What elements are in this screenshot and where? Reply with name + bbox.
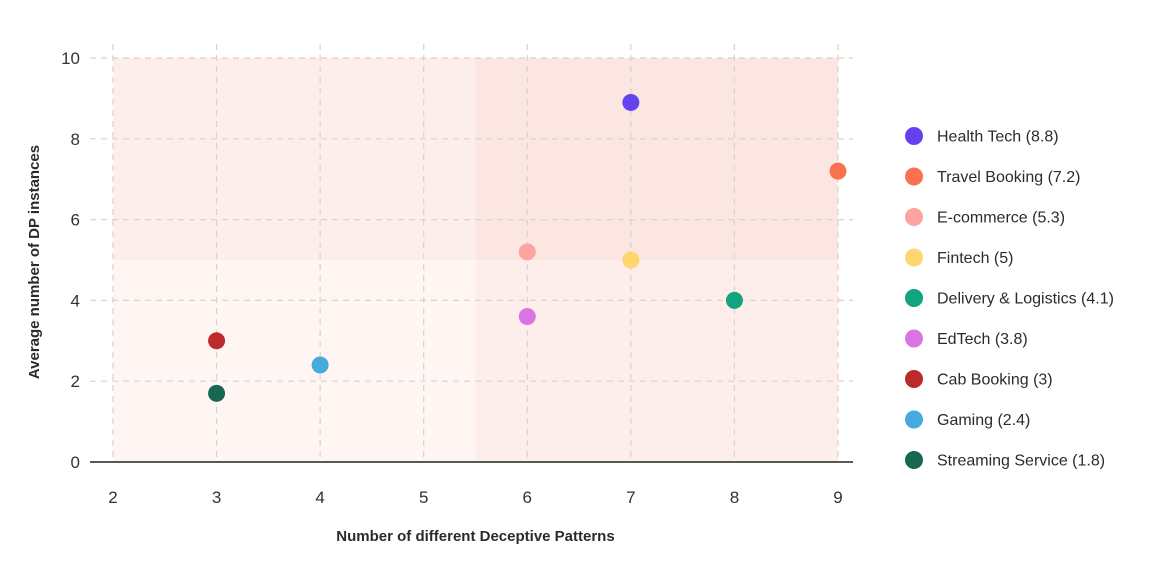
legend-marker (905, 410, 923, 429)
data-point[interactable] (622, 93, 640, 111)
legend-marker (905, 167, 923, 186)
legend-marker (905, 208, 923, 226)
legend-marker (905, 370, 923, 388)
data-point[interactable] (622, 251, 640, 269)
y-tick-label: 2 (71, 372, 80, 391)
x-tick-label: 9 (833, 488, 842, 507)
x-tick-label: 4 (315, 488, 324, 507)
legend: Health Tech (8.8) Travel Booking (7.2) E-c… (905, 127, 1114, 470)
legend-marker (905, 248, 923, 267)
y-tick-label: 4 (71, 291, 80, 310)
legend-label: Fintech (5) (937, 250, 1013, 267)
data-points (208, 93, 847, 402)
data-point[interactable] (518, 243, 536, 261)
legend-marker (905, 451, 923, 469)
legend-label: Cab Booking (3) (937, 372, 1053, 389)
quadrant-high-high (475, 58, 838, 260)
legend-label: Travel Booking (7.2) (937, 169, 1080, 186)
data-point[interactable] (829, 162, 847, 180)
data-point[interactable] (311, 356, 329, 374)
legend-label: Gaming (2.4) (937, 412, 1030, 429)
quadrant-low-high (113, 58, 476, 260)
legend-label: Delivery & Logistics (4.1) (937, 291, 1114, 308)
legend-marker (905, 289, 923, 307)
x-axis-title: Number of different Deceptive Patterns (336, 528, 614, 545)
quadrant-low-low (113, 260, 476, 462)
x-tick-label: 6 (523, 488, 532, 507)
legend-label: E-commerce (5.3) (937, 210, 1065, 227)
legend-marker (905, 329, 923, 348)
x-tick-label: 7 (626, 488, 635, 507)
quadrant-backgrounds (113, 58, 838, 462)
y-axis-title: Average number of DP instances (26, 145, 43, 379)
quadrant-high-low (475, 260, 838, 462)
y-tick-label: 10 (61, 49, 80, 68)
x-tick-label: 3 (212, 488, 221, 507)
axes: 2 3 4 5 6 7 8 9 0 2 4 6 8 10 (61, 49, 853, 507)
x-tick-label: 2 (108, 488, 117, 507)
x-tick-label: 8 (730, 488, 739, 507)
y-tick-label: 0 (71, 453, 80, 472)
legend-label: Streaming Service (1.8) (937, 453, 1105, 470)
data-point[interactable] (518, 308, 536, 326)
legend-label: EdTech (3.8) (937, 331, 1028, 348)
legend-label: Health Tech (8.8) (937, 129, 1059, 146)
y-tick-label: 8 (71, 130, 80, 149)
data-point[interactable] (208, 332, 226, 350)
legend-marker (905, 127, 923, 145)
data-point[interactable] (725, 291, 743, 309)
y-tick-label: 6 (71, 211, 80, 230)
x-tick-label: 5 (419, 488, 428, 507)
data-point[interactable] (208, 384, 226, 402)
